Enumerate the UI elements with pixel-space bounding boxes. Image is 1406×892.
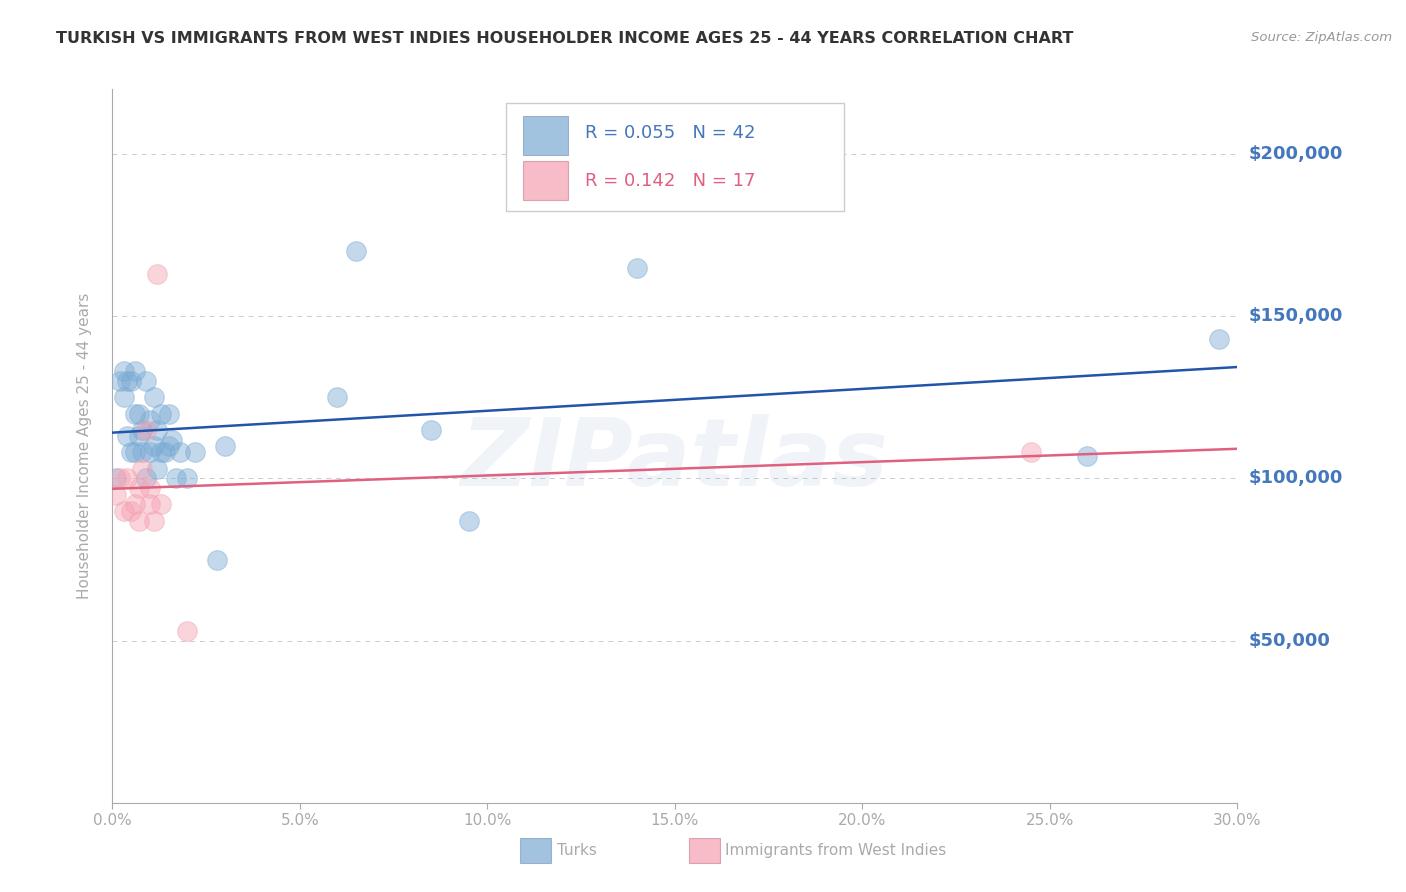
Point	[128, 481, 150, 495]
Point	[142, 439, 165, 453]
Point	[457, 514, 479, 528]
Point	[135, 471, 157, 485]
Text: R = 0.142   N = 17: R = 0.142 N = 17	[585, 171, 755, 189]
Point	[124, 497, 146, 511]
Text: R = 0.055   N = 42: R = 0.055 N = 42	[585, 125, 755, 143]
Point	[162, 433, 184, 447]
Point	[120, 374, 142, 388]
Text: $150,000: $150,000	[1249, 307, 1343, 326]
Text: $50,000: $50,000	[1249, 632, 1330, 649]
Text: Turks: Turks	[557, 843, 596, 857]
Point	[131, 461, 153, 475]
Point	[139, 445, 162, 459]
Point	[139, 497, 162, 511]
Point	[150, 407, 173, 421]
Point	[207, 552, 229, 566]
Point	[326, 390, 349, 404]
Point	[112, 390, 135, 404]
Text: Immigrants from West Indies: Immigrants from West Indies	[725, 843, 946, 857]
Point	[146, 461, 169, 475]
Point	[1019, 445, 1042, 459]
Point	[153, 445, 176, 459]
Point	[135, 374, 157, 388]
Point	[105, 488, 128, 502]
Point	[120, 504, 142, 518]
Point	[344, 244, 367, 259]
Point	[146, 267, 169, 281]
FancyBboxPatch shape	[523, 161, 568, 200]
Point	[169, 445, 191, 459]
Point	[117, 429, 139, 443]
Point	[1208, 332, 1230, 346]
Point	[146, 423, 169, 437]
Point	[139, 481, 162, 495]
Point	[112, 504, 135, 518]
Point	[626, 260, 648, 275]
FancyBboxPatch shape	[506, 103, 844, 211]
Point	[1076, 449, 1098, 463]
FancyBboxPatch shape	[523, 116, 568, 155]
Point	[142, 390, 165, 404]
Point	[117, 374, 139, 388]
Point	[139, 413, 162, 427]
Point	[176, 624, 198, 638]
Point	[117, 471, 139, 485]
Point	[124, 445, 146, 459]
Point	[124, 407, 146, 421]
Point	[131, 423, 153, 437]
Point	[105, 471, 128, 485]
Point	[157, 439, 180, 453]
Point	[124, 364, 146, 378]
Point	[165, 471, 187, 485]
Text: $100,000: $100,000	[1249, 469, 1343, 487]
Point	[150, 445, 173, 459]
Point	[128, 407, 150, 421]
Text: ZIPatlas: ZIPatlas	[461, 414, 889, 507]
Point	[150, 497, 173, 511]
Point	[135, 423, 157, 437]
Point	[108, 471, 131, 485]
Point	[176, 471, 198, 485]
Point	[112, 364, 135, 378]
Text: Source: ZipAtlas.com: Source: ZipAtlas.com	[1251, 31, 1392, 45]
Y-axis label: Householder Income Ages 25 - 44 years: Householder Income Ages 25 - 44 years	[77, 293, 91, 599]
Point	[128, 429, 150, 443]
Point	[184, 445, 207, 459]
Text: $200,000: $200,000	[1249, 145, 1343, 163]
Point	[120, 445, 142, 459]
Point	[214, 439, 236, 453]
Point	[420, 423, 443, 437]
Point	[131, 445, 153, 459]
Point	[108, 374, 131, 388]
Point	[157, 407, 180, 421]
Point	[128, 514, 150, 528]
Text: TURKISH VS IMMIGRANTS FROM WEST INDIES HOUSEHOLDER INCOME AGES 25 - 44 YEARS COR: TURKISH VS IMMIGRANTS FROM WEST INDIES H…	[56, 31, 1074, 46]
Point	[142, 514, 165, 528]
